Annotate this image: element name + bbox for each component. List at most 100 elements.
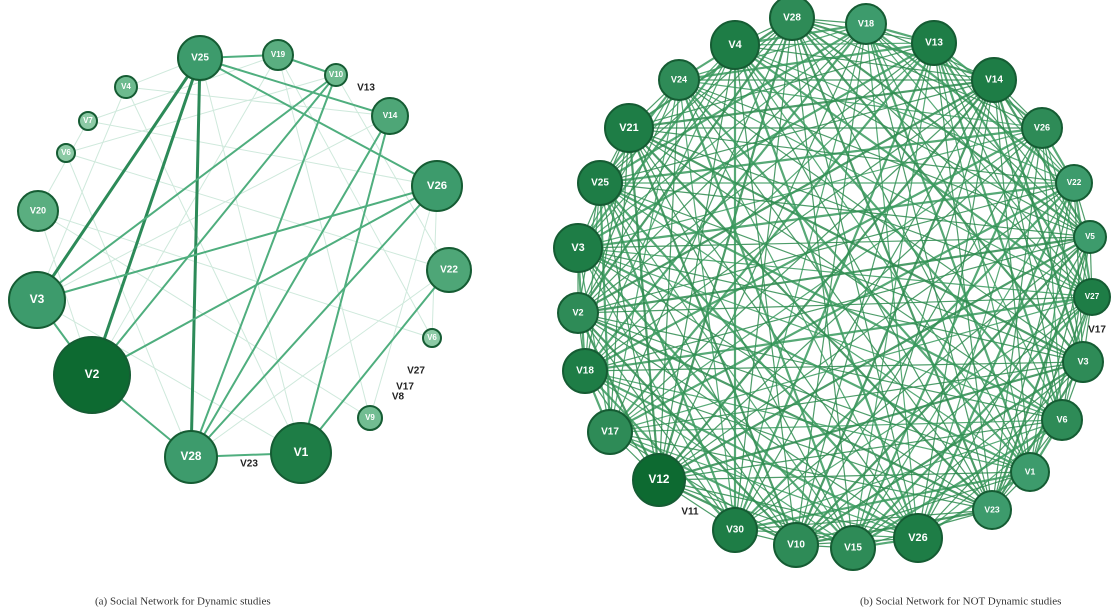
node-label: V22 [1067,178,1082,187]
edge [190,269,450,458]
node [632,453,686,507]
node [604,103,654,153]
edge [300,115,391,454]
edge [199,57,302,454]
node-label: V26 [908,532,927,544]
node-label: V17 [396,382,414,393]
edge [91,185,438,376]
edge [36,299,302,454]
node-label: V13 [925,38,943,49]
node [1055,164,1093,202]
node-label: V28 [783,13,801,24]
edge [577,247,854,549]
edge [734,44,1063,421]
edge [658,360,1084,482]
node [8,271,66,329]
edge [190,115,391,458]
edge [734,236,1091,531]
node-label: V17 [1088,325,1106,336]
node-label: V10 [329,70,344,79]
edge [577,79,995,314]
node-label: V22 [440,265,458,276]
edge [577,247,993,511]
edge [189,57,202,458]
node [911,20,957,66]
node [371,97,409,135]
node-label: V9 [365,413,375,422]
node [177,35,223,81]
node-label: V5 [1085,232,1095,241]
edge [584,127,1043,372]
edge [992,79,1085,363]
node-label: V26 [427,180,447,192]
edge [90,57,202,376]
edge [795,471,1031,546]
edge [584,370,854,549]
edge [577,296,1093,314]
edge [609,79,680,433]
edge [87,54,279,122]
edge [1028,296,1094,473]
edge [36,74,337,301]
edge [734,44,1031,473]
edges [35,16,1094,550]
node [114,75,138,99]
node-label: V3 [30,292,45,306]
edge [609,431,797,546]
edge [577,236,1091,249]
edge [791,17,1031,473]
edge [658,479,919,539]
edge [628,78,995,130]
edge [125,86,302,454]
node-label: V24 [671,74,687,84]
node-label: V26 [1034,122,1050,132]
edge [795,296,1093,546]
edge [991,127,1043,511]
edge [933,42,1031,473]
edge [584,361,1084,372]
node-label: V27 [1085,292,1100,301]
edge [609,296,1093,433]
edge [795,236,1091,546]
edge [734,79,995,531]
edge [577,42,935,314]
edge [577,79,680,249]
node [17,190,59,232]
node [773,522,819,568]
edge [852,419,1063,549]
edge [277,54,371,419]
node [422,328,442,348]
edge [993,79,1091,238]
node [1041,399,1083,441]
node-label: V25 [591,178,609,189]
edge [35,57,202,301]
edge [658,44,736,481]
node-label: V17 [601,427,619,438]
edge [577,181,1075,250]
edge [300,269,450,454]
edge [865,23,1063,421]
edge [795,127,1043,546]
edge [1073,182,1084,363]
edge [658,471,1031,481]
nodes: V25 V19V10V13V14V26V22V6V27V17V8V9V1V23V2… [8,0,1111,571]
node [1073,278,1111,316]
edge [599,182,919,539]
edge [628,127,854,549]
edge [584,295,1093,373]
node [426,247,472,293]
edge [199,57,391,117]
edge [36,115,391,301]
edge [335,74,450,271]
edge [577,312,797,546]
edge [577,312,736,531]
node-label: V18 [576,366,594,377]
caption: (a) Social Network for Dynamic studies [95,596,271,608]
edge [577,312,1031,473]
node [53,336,131,414]
edge [577,247,1031,473]
node [324,63,348,87]
node [357,405,383,431]
edge [678,79,919,539]
node-label: V20 [30,205,46,215]
